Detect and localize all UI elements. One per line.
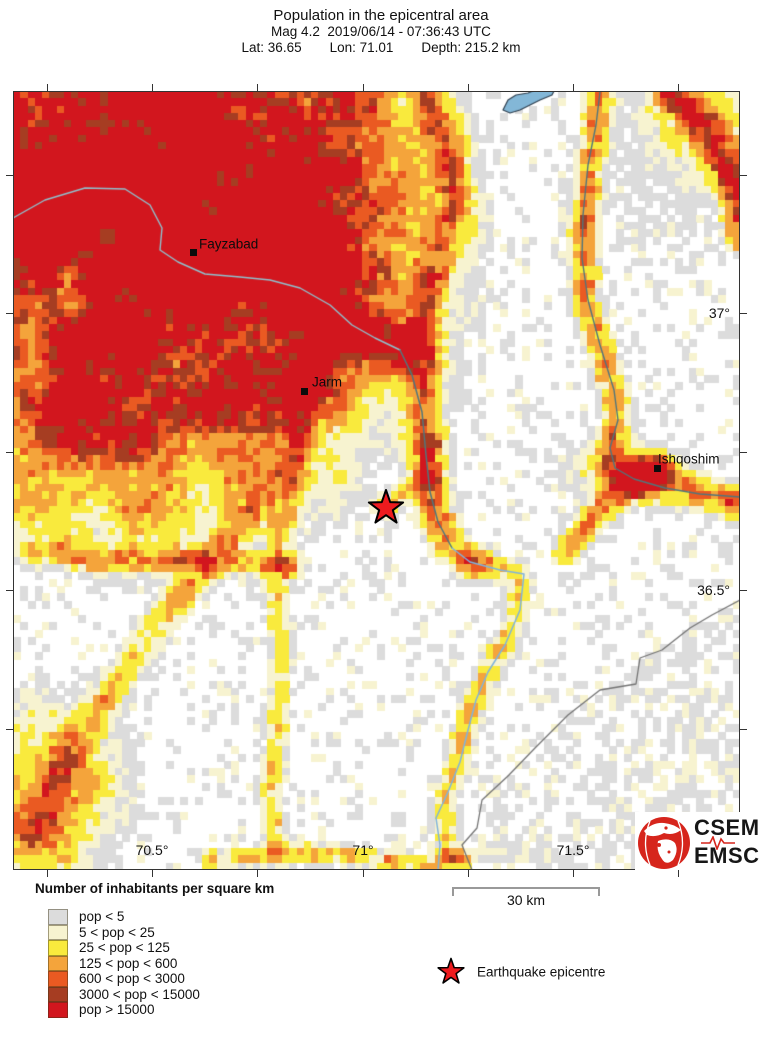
axis-tick (740, 590, 747, 591)
globe-icon (638, 817, 690, 869)
legend-label: 125 < pop < 600 (79, 955, 178, 971)
epicentre-legend-label: Earthquake epicentre (477, 964, 606, 980)
scale-bar: 30 km (452, 887, 600, 911)
lat-label-37: 37° (708, 305, 730, 321)
legend-swatch-redorange (48, 971, 68, 987)
lon-label-70-5: 70.5° (135, 842, 169, 858)
axis-tick (363, 870, 364, 877)
event-depth: Depth: 215.2 km (421, 40, 521, 55)
legend-row: 600 < pop < 3000 (48, 971, 274, 987)
legend-title: Number of inhabitants per square km (35, 881, 275, 896)
axis-tick (740, 175, 747, 176)
city-marker-fayzabad (189, 248, 197, 256)
seismogram-icon (701, 836, 735, 850)
axis-tick (740, 313, 747, 314)
lat-label-36-5: 36.5° (697, 582, 730, 598)
axis-tick (573, 84, 574, 91)
legend-label: pop > 15000 (79, 1002, 155, 1018)
scale-bar-bracket (452, 887, 600, 896)
axis-tick (740, 452, 747, 453)
axis-tick (6, 729, 13, 730)
axis-tick (6, 313, 13, 314)
city-label-ishqoshim: Ishqoshim (658, 451, 720, 467)
city-marker-jarm (300, 387, 308, 395)
logo-text-emsc: EMSC (694, 843, 760, 868)
axis-tick (468, 84, 469, 91)
axis-tick (363, 84, 364, 91)
axis-tick (47, 870, 48, 877)
population-map-canvas (13, 91, 740, 870)
city-label-fayzabad: Fayzabad (199, 236, 259, 252)
csem-emsc-logo: CSEM EMSC (635, 812, 762, 873)
epicentre-legend-star-icon (437, 957, 465, 984)
legend-swatch-brown (48, 986, 68, 1002)
logo-text-csem: CSEM (694, 815, 760, 840)
legend-row: pop > 15000 (48, 1002, 274, 1018)
axis-tick (152, 84, 153, 91)
population-legend: Number of inhabitants per square km pop … (35, 881, 274, 1018)
axis-tick (257, 870, 258, 877)
legend-swatch-red (48, 1002, 68, 1018)
legend-row: pop < 5 (48, 909, 274, 925)
legend-row: 125 < pop < 600 (48, 955, 274, 971)
axis-tick (573, 870, 574, 877)
axis-tick (678, 84, 679, 91)
legend-label: 25 < pop < 125 (79, 940, 170, 956)
legend-swatch-cream (48, 924, 68, 940)
legend-label: pop < 5 (79, 909, 125, 925)
legend-label: 3000 < pop < 15000 (79, 986, 200, 1002)
legend-swatch-orange (48, 955, 68, 971)
legend-row: 3000 < pop < 15000 (48, 986, 274, 1002)
legend-swatch-gray (48, 909, 68, 925)
lon-label-71: 71° (352, 842, 374, 858)
event-lat: Lat: 36.65 (241, 40, 302, 55)
event-lon: Lon: 71.01 (329, 40, 394, 55)
legend-rows: pop < 5 5 < pop < 25 25 < pop < 125 125 … (48, 909, 274, 1018)
legend-label: 600 < pop < 3000 (79, 971, 185, 987)
legend-swatch-yellow (48, 940, 68, 956)
city-marker-ishqoshim (653, 464, 661, 472)
legend-row: 5 < pop < 25 (48, 924, 274, 940)
city-label-jarm: Jarm (312, 374, 342, 390)
event-coordinates: Lat: 36.65 Lon: 71.01 Depth: 215.2 km (0, 40, 762, 56)
lon-label-71-5: 71.5° (556, 842, 590, 858)
axis-tick (740, 729, 747, 730)
legend-row: 25 < pop < 125 (48, 940, 274, 956)
map-frame-border (13, 91, 740, 870)
page-title: Population in the epicentral area (273, 7, 489, 24)
axis-tick (678, 870, 679, 877)
axis-tick (6, 175, 13, 176)
axis-tick (47, 84, 48, 91)
axis-tick (6, 590, 13, 591)
axis-tick (257, 84, 258, 91)
epicenter-star-icon (367, 489, 405, 524)
axis-tick (152, 870, 153, 877)
event-subtitle: Mag 4.2 2019/06/14 - 07:36:43 UTC (271, 24, 491, 39)
title-block: Population in the epicentral area Mag 4.… (0, 7, 762, 56)
axis-tick (6, 452, 13, 453)
scale-bar-label: 30 km (506, 892, 546, 908)
legend-label: 5 < pop < 25 (79, 924, 155, 940)
axis-tick (468, 870, 469, 877)
